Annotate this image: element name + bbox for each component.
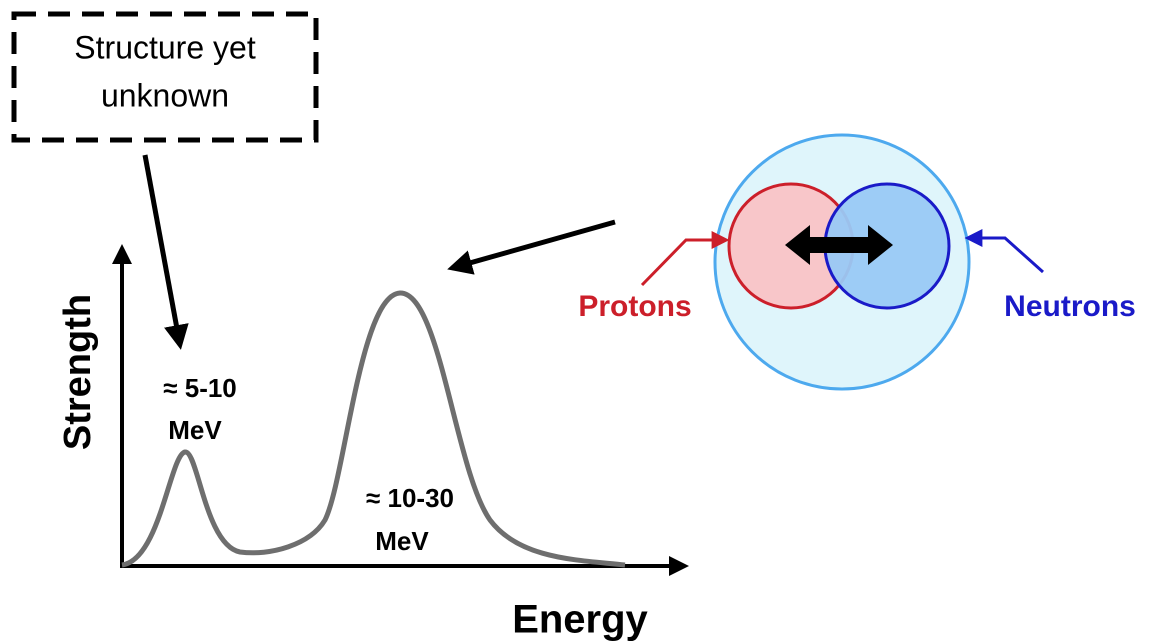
pointer-arrow [447,219,616,275]
oscillation-arrow [785,225,893,265]
y-axis-label: Strength [57,294,99,450]
protons-label: Protons [578,290,691,323]
peak-label: ≈ 10-30 [366,483,454,513]
proton-pointer [640,231,730,287]
neutron-pointer [964,229,1045,274]
pointer-arrow [142,154,189,350]
x-axis-label: Energy [512,598,648,642]
callout-box [11,11,319,143]
peak-label: MeV [375,526,429,556]
strength-curve [121,290,626,568]
peak-label: ≈ 5-10 [163,373,237,403]
neutrons-label: Neutrons [1004,290,1136,323]
peak-label: MeV [168,415,222,445]
callout-text: Structure yet [74,29,256,65]
callout-text: unknown [101,77,229,113]
